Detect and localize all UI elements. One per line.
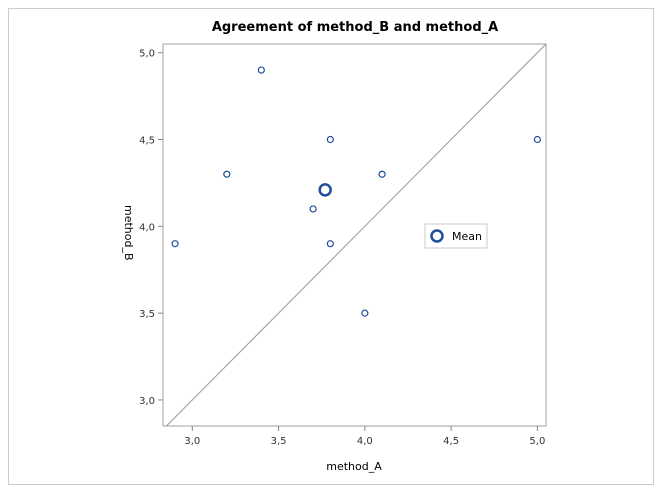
identity-line	[166, 43, 547, 427]
y-tick-label: 4,5	[139, 136, 155, 147]
mean-layer	[318, 183, 332, 197]
mean-point	[318, 183, 332, 197]
data-point	[326, 135, 334, 144]
x-axis-label: method_A	[326, 460, 382, 473]
data-point	[171, 240, 179, 248]
plot-area	[162, 43, 547, 427]
legend-box	[424, 223, 488, 249]
data-point	[223, 170, 231, 178]
points-layer	[171, 66, 541, 317]
y-tick-label: 4,0	[139, 222, 155, 233]
x-tick-label: 5,0	[529, 436, 545, 447]
x-axis-ticks: 3,0 3,5 4,0 4,5 5,0	[184, 426, 545, 447]
data-point	[361, 309, 369, 317]
identity-line-layer	[166, 43, 547, 427]
data-point	[309, 205, 317, 213]
data-point	[533, 135, 541, 144]
y-tick-label: 5,0	[139, 49, 155, 60]
x-tick-label: 4,5	[443, 436, 459, 447]
data-point	[326, 240, 334, 248]
y-tick-label: 3,5	[139, 309, 155, 320]
legend: Mean	[424, 223, 488, 249]
y-axis-ticks: 3,0 3,5 4,0 4,5 5,0	[139, 49, 163, 407]
chart-title: Agreement of method_B and method_A	[212, 20, 498, 35]
x-tick-label: 4,0	[357, 436, 373, 447]
data-point	[378, 170, 386, 178]
legend-label: Mean	[452, 230, 482, 243]
x-tick-label: 3,0	[184, 436, 200, 447]
x-tick-label: 3,5	[271, 436, 287, 447]
y-axis-label: method_B	[122, 205, 135, 261]
legend-mean-marker	[430, 229, 444, 243]
y-tick-label: 3,0	[139, 396, 155, 407]
data-point	[257, 66, 265, 74]
